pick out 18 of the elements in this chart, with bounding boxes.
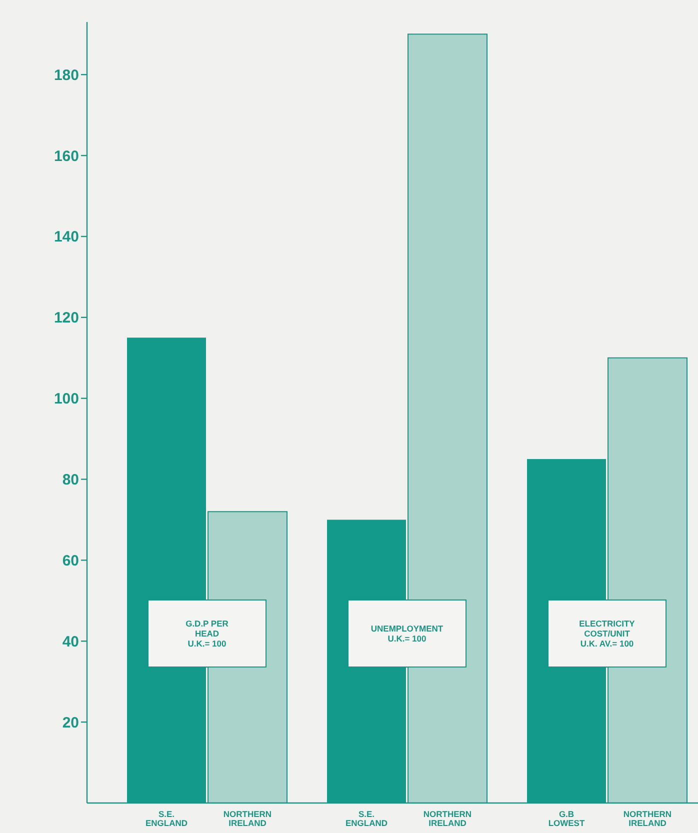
y-tick-label: 80 <box>62 472 79 489</box>
annotation: UNEMPLOYMENT U.K.= 100 <box>370 623 444 644</box>
x-tick-label: NORTHERN IRELAND <box>623 809 672 828</box>
y-tick-label: 60 <box>62 552 79 570</box>
x-tick-label: G.B LOWEST <box>548 809 586 828</box>
x-tick-label: S.E. ENGLAND <box>345 809 388 828</box>
x-tick-label: NORTHERN IRELAND <box>223 809 272 828</box>
y-tick-label: 140 <box>54 228 79 246</box>
y-tick-label: 20 <box>62 714 79 732</box>
y-tick-label: 120 <box>54 310 79 327</box>
y-tick-label: 40 <box>62 633 79 650</box>
annotation: G.D.P PER HEAD U.K.= 100 <box>186 618 228 648</box>
y-tick-label: 160 <box>54 148 79 165</box>
x-tick-label: S.E. ENGLAND <box>145 809 188 828</box>
y-tick-label: 100 <box>54 390 79 408</box>
y-tick-label: 180 <box>54 66 79 84</box>
x-tick-label: NORTHERN IRELAND <box>423 809 472 828</box>
annotation: ELECTRICITY COST/UNIT U.K. AV.= 100 <box>579 618 636 648</box>
